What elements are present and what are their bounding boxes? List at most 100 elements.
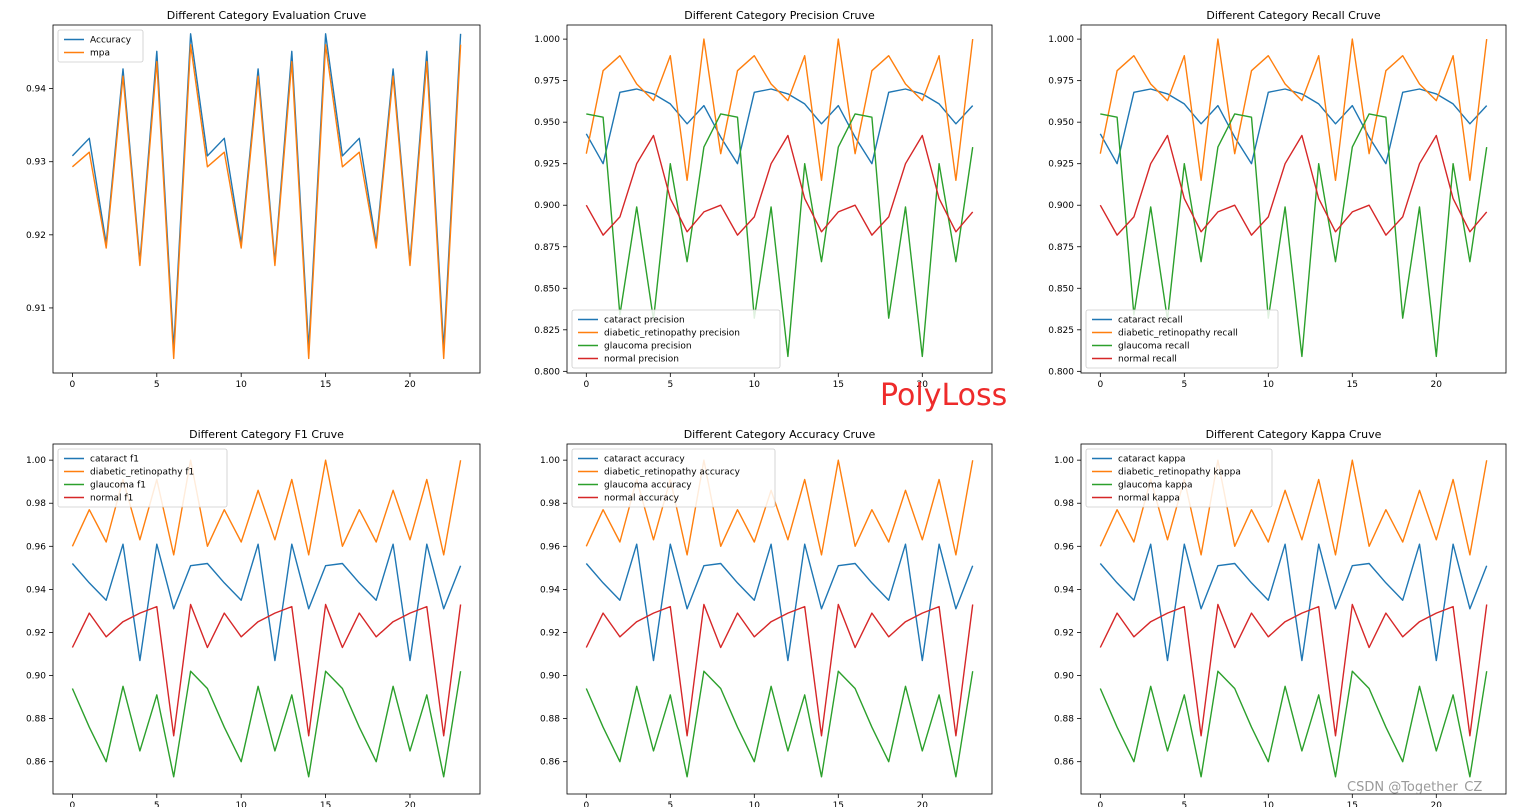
chart-title: Different Category F1 Cruve — [189, 428, 344, 441]
x-tick-label: 15 — [833, 801, 844, 807]
series-line-normal-recall — [1099, 134, 1488, 236]
x-tick-label: 10 — [235, 801, 247, 807]
series-line-normal-f1 — [71, 603, 462, 737]
x-tick-label: 20 — [404, 380, 416, 390]
legend: cataract f1 diabetic_retinopathy f1 glauco… — [57, 448, 228, 508]
y-tick-label: 0.90 — [1054, 672, 1074, 682]
y-tick-label: 0.92 — [1054, 628, 1074, 638]
legend-label-normal-precision: normal precision — [604, 355, 679, 365]
y-tick-label: 0.96 — [26, 542, 46, 552]
x-tick-label: 10 — [749, 801, 761, 807]
x-tick-label: 15 — [1347, 380, 1358, 390]
x-tick-label: 10 — [235, 380, 247, 390]
legend: cataract kappa diabetic_retinopathy kappa… — [1085, 448, 1273, 508]
y-tick-label: 0.875 — [1048, 243, 1074, 253]
legend-label-accuracy: Accuracy — [90, 36, 132, 46]
legend-label-cataract-kappa: cataract kappa — [1118, 455, 1186, 465]
x-tick-label: 0 — [583, 380, 589, 390]
legend-label-diabetic-retinopathy-accuracy: diabetic_retinopathy accuracy — [604, 468, 741, 478]
y-tick-label: 0.825 — [534, 326, 560, 336]
legend: Accuracy mpa — [57, 29, 144, 63]
y-tick-label: 0.94 — [26, 85, 46, 95]
x-tick-label: 10 — [749, 380, 761, 390]
legend-label-glaucoma-recall: glaucoma recall — [1118, 342, 1190, 352]
chart-1: Different Category Evaluation Cruve 0 5 10 1… — [26, 9, 481, 390]
x-tick-label: 10 — [1263, 801, 1275, 807]
y-tick-label: 0.88 — [1054, 715, 1074, 725]
x-tick-label: 20 — [1431, 801, 1443, 807]
chart-3: Different Category Recall Cruve 0 5 10 15 20 0… — [1048, 9, 1507, 390]
legend-label-glaucoma-f1: glaucoma f1 — [90, 481, 146, 491]
legend-box — [1085, 448, 1273, 508]
legend-label-glaucoma-kappa: glaucoma kappa — [1118, 481, 1193, 491]
y-tick-label: 0.825 — [1048, 326, 1074, 336]
y-tick-label: 1.00 — [1054, 456, 1074, 466]
legend-label-normal-accuracy: normal accuracy — [604, 494, 680, 504]
legend: cataract precision diabetic_retinopathy p… — [571, 309, 781, 369]
series-line-diabetic-retinopathy-f1 — [71, 459, 462, 556]
x-tick-label: 5 — [154, 380, 160, 390]
y-tick-label: 0.900 — [1048, 201, 1074, 211]
x-tick-label: 5 — [1181, 380, 1187, 390]
y-tick-label: 0.975 — [1048, 77, 1074, 87]
series-line-cataract-precision — [585, 88, 974, 165]
x-tick-label: 20 — [404, 801, 416, 807]
y-tick-label: 0.94 — [1054, 585, 1074, 595]
y-tick-label: 0.86 — [540, 758, 560, 768]
legend-label-glaucoma-precision: glaucoma precision — [604, 342, 692, 352]
chart-title: Different Category Precision Cruve — [684, 9, 875, 22]
legend-label-normal-recall: normal recall — [1118, 355, 1177, 365]
x-tick-label: 5 — [154, 801, 160, 807]
legend-label-normal-f1: normal f1 — [90, 494, 133, 504]
y-tick-label: 0.975 — [534, 77, 560, 87]
legend-label-normal-kappa: normal kappa — [1118, 494, 1180, 504]
y-tick-label: 0.88 — [26, 715, 46, 725]
y-tick-label: 0.925 — [1048, 160, 1074, 170]
legend-label-diabetic-retinopathy-recall: diabetic_retinopathy recall — [1118, 329, 1238, 339]
y-tick-label: 0.950 — [1048, 118, 1074, 128]
x-tick-label: 20 — [1431, 380, 1443, 390]
axes-frame — [566, 443, 993, 795]
y-tick-label: 0.850 — [534, 284, 560, 294]
y-tick-label: 0.925 — [534, 160, 560, 170]
legend-label-cataract-accuracy: cataract accuracy — [604, 455, 685, 465]
series-line-normal-precision — [585, 134, 974, 236]
chart-4: Different Category F1 Cruve 0 5 10 15 20 0.86 0… — [26, 428, 481, 807]
x-tick-label: 15 — [320, 801, 331, 807]
y-tick-label: 0.92 — [540, 628, 560, 638]
y-tick-label: 0.90 — [26, 672, 46, 682]
x-tick-label: 15 — [1347, 801, 1358, 807]
y-tick-label: 1.00 — [26, 456, 46, 466]
y-tick-label: 0.98 — [540, 499, 560, 509]
y-tick-label: 0.91 — [26, 304, 46, 314]
chart-2: Different Category Precision Cruve 0 5 10 15… — [534, 9, 993, 390]
series-line-cataract-f1 — [71, 543, 462, 662]
legend-label-diabetic-retinopathy-f1: diabetic_retinopathy f1 — [90, 468, 194, 478]
x-tick-label: 0 — [1097, 380, 1103, 390]
series-line-normal-kappa — [1099, 603, 1488, 737]
legend: cataract accuracy diabetic_retinopathy ac… — [571, 448, 776, 508]
x-tick-label: 15 — [833, 380, 844, 390]
series-line-glaucoma-kappa — [1099, 670, 1488, 778]
y-tick-label: 0.98 — [1054, 499, 1074, 509]
polyloss-label: PolyLoss — [880, 378, 1008, 413]
series-line-glaucoma-precision — [586, 113, 974, 358]
x-tick-label: 0 — [70, 801, 76, 807]
legend-label-diabetic-retinopathy-kappa: diabetic_retinopathy kappa — [1118, 468, 1241, 478]
legend-label-cataract-precision: cataract precision — [604, 316, 685, 326]
y-tick-label: 0.86 — [26, 758, 46, 768]
y-tick-label: 0.96 — [1054, 542, 1074, 552]
x-tick-label: 0 — [70, 380, 76, 390]
legend-box — [57, 29, 144, 63]
legend-label-diabetic-retinopathy-precision: diabetic_retinopathy precision — [604, 329, 740, 339]
chart-title: Different Category Evaluation Cruve — [167, 9, 367, 22]
x-tick-label: 5 — [667, 380, 673, 390]
chart-title: Different Category Kappa Cruve — [1206, 428, 1382, 441]
y-tick-label: 0.94 — [540, 585, 560, 595]
legend-label-cataract-recall: cataract recall — [1118, 316, 1183, 326]
x-tick-label: 15 — [320, 380, 331, 390]
axes-frame — [52, 443, 481, 795]
y-tick-label: 1.000 — [1048, 35, 1074, 45]
chart-5: Different Category Accuracy Cruve 0 5 10 15 2… — [540, 428, 993, 807]
